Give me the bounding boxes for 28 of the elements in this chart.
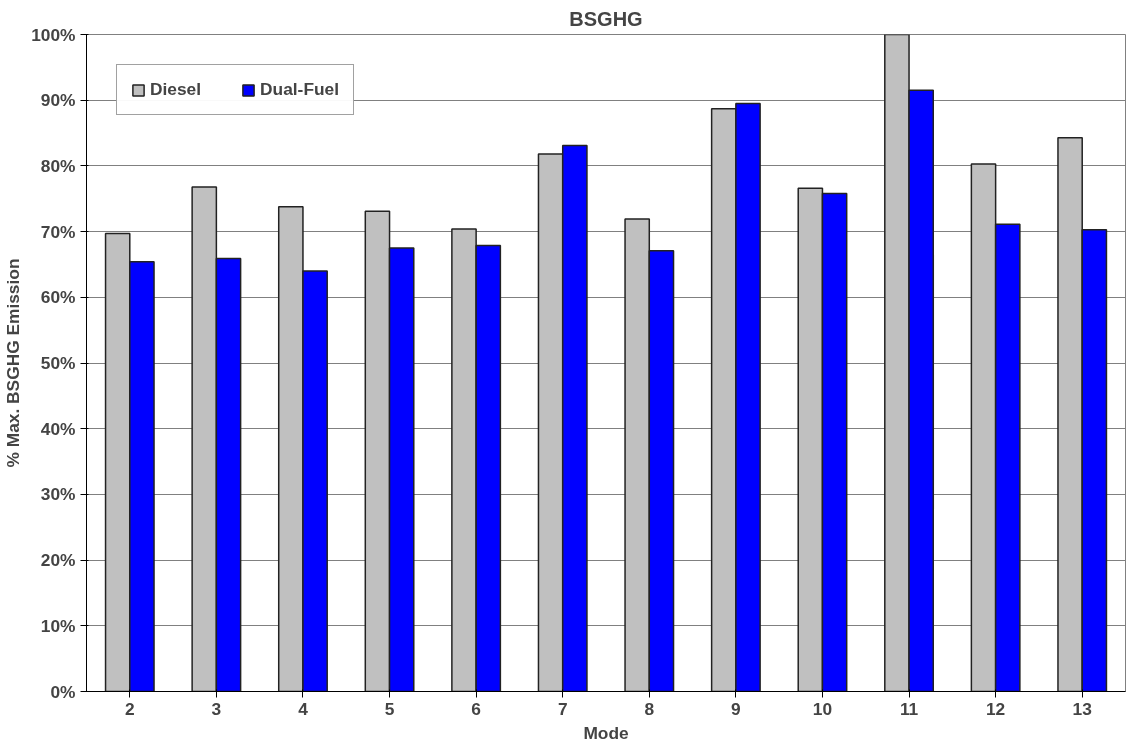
legend-label: Dual-Fuel — [260, 79, 340, 100]
x-tick-label: 12 — [985, 698, 1006, 719]
y-tick-label: 100% — [31, 24, 76, 45]
y-tick-label: 10% — [40, 615, 76, 636]
y-tick-label: 0% — [50, 681, 76, 702]
y-tick-label: 80% — [40, 155, 76, 176]
chart-title: BSGHG — [569, 7, 643, 30]
x-tick-label: 13 — [1072, 698, 1093, 719]
y-tick-label: 90% — [40, 90, 76, 111]
x-tick-label: 5 — [384, 698, 395, 719]
x-tick-label: 10 — [812, 698, 833, 719]
x-tick-label: 6 — [471, 698, 482, 719]
x-tick-label: 4 — [298, 698, 309, 719]
x-tick-label: 2 — [124, 698, 135, 719]
x-tick-label: 8 — [644, 698, 655, 719]
y-tick-label: 20% — [40, 550, 76, 571]
x-tick-label: 9 — [731, 698, 741, 719]
x-tick-label: 7 — [557, 698, 568, 719]
y-tick-label: 30% — [40, 484, 76, 505]
y-tick-label: 60% — [40, 287, 76, 308]
y-tick-label: 70% — [40, 221, 76, 242]
y-tick-label: 40% — [40, 418, 76, 439]
y-tick-label: 50% — [40, 353, 76, 373]
x-axis-title: Mode — [583, 722, 629, 743]
legend-label: Diesel — [150, 79, 202, 100]
x-tick-label: 11 — [899, 698, 919, 719]
y-axis-title: % Max. BSGHG Emission — [3, 258, 24, 468]
x-tick-label: 3 — [211, 698, 222, 719]
